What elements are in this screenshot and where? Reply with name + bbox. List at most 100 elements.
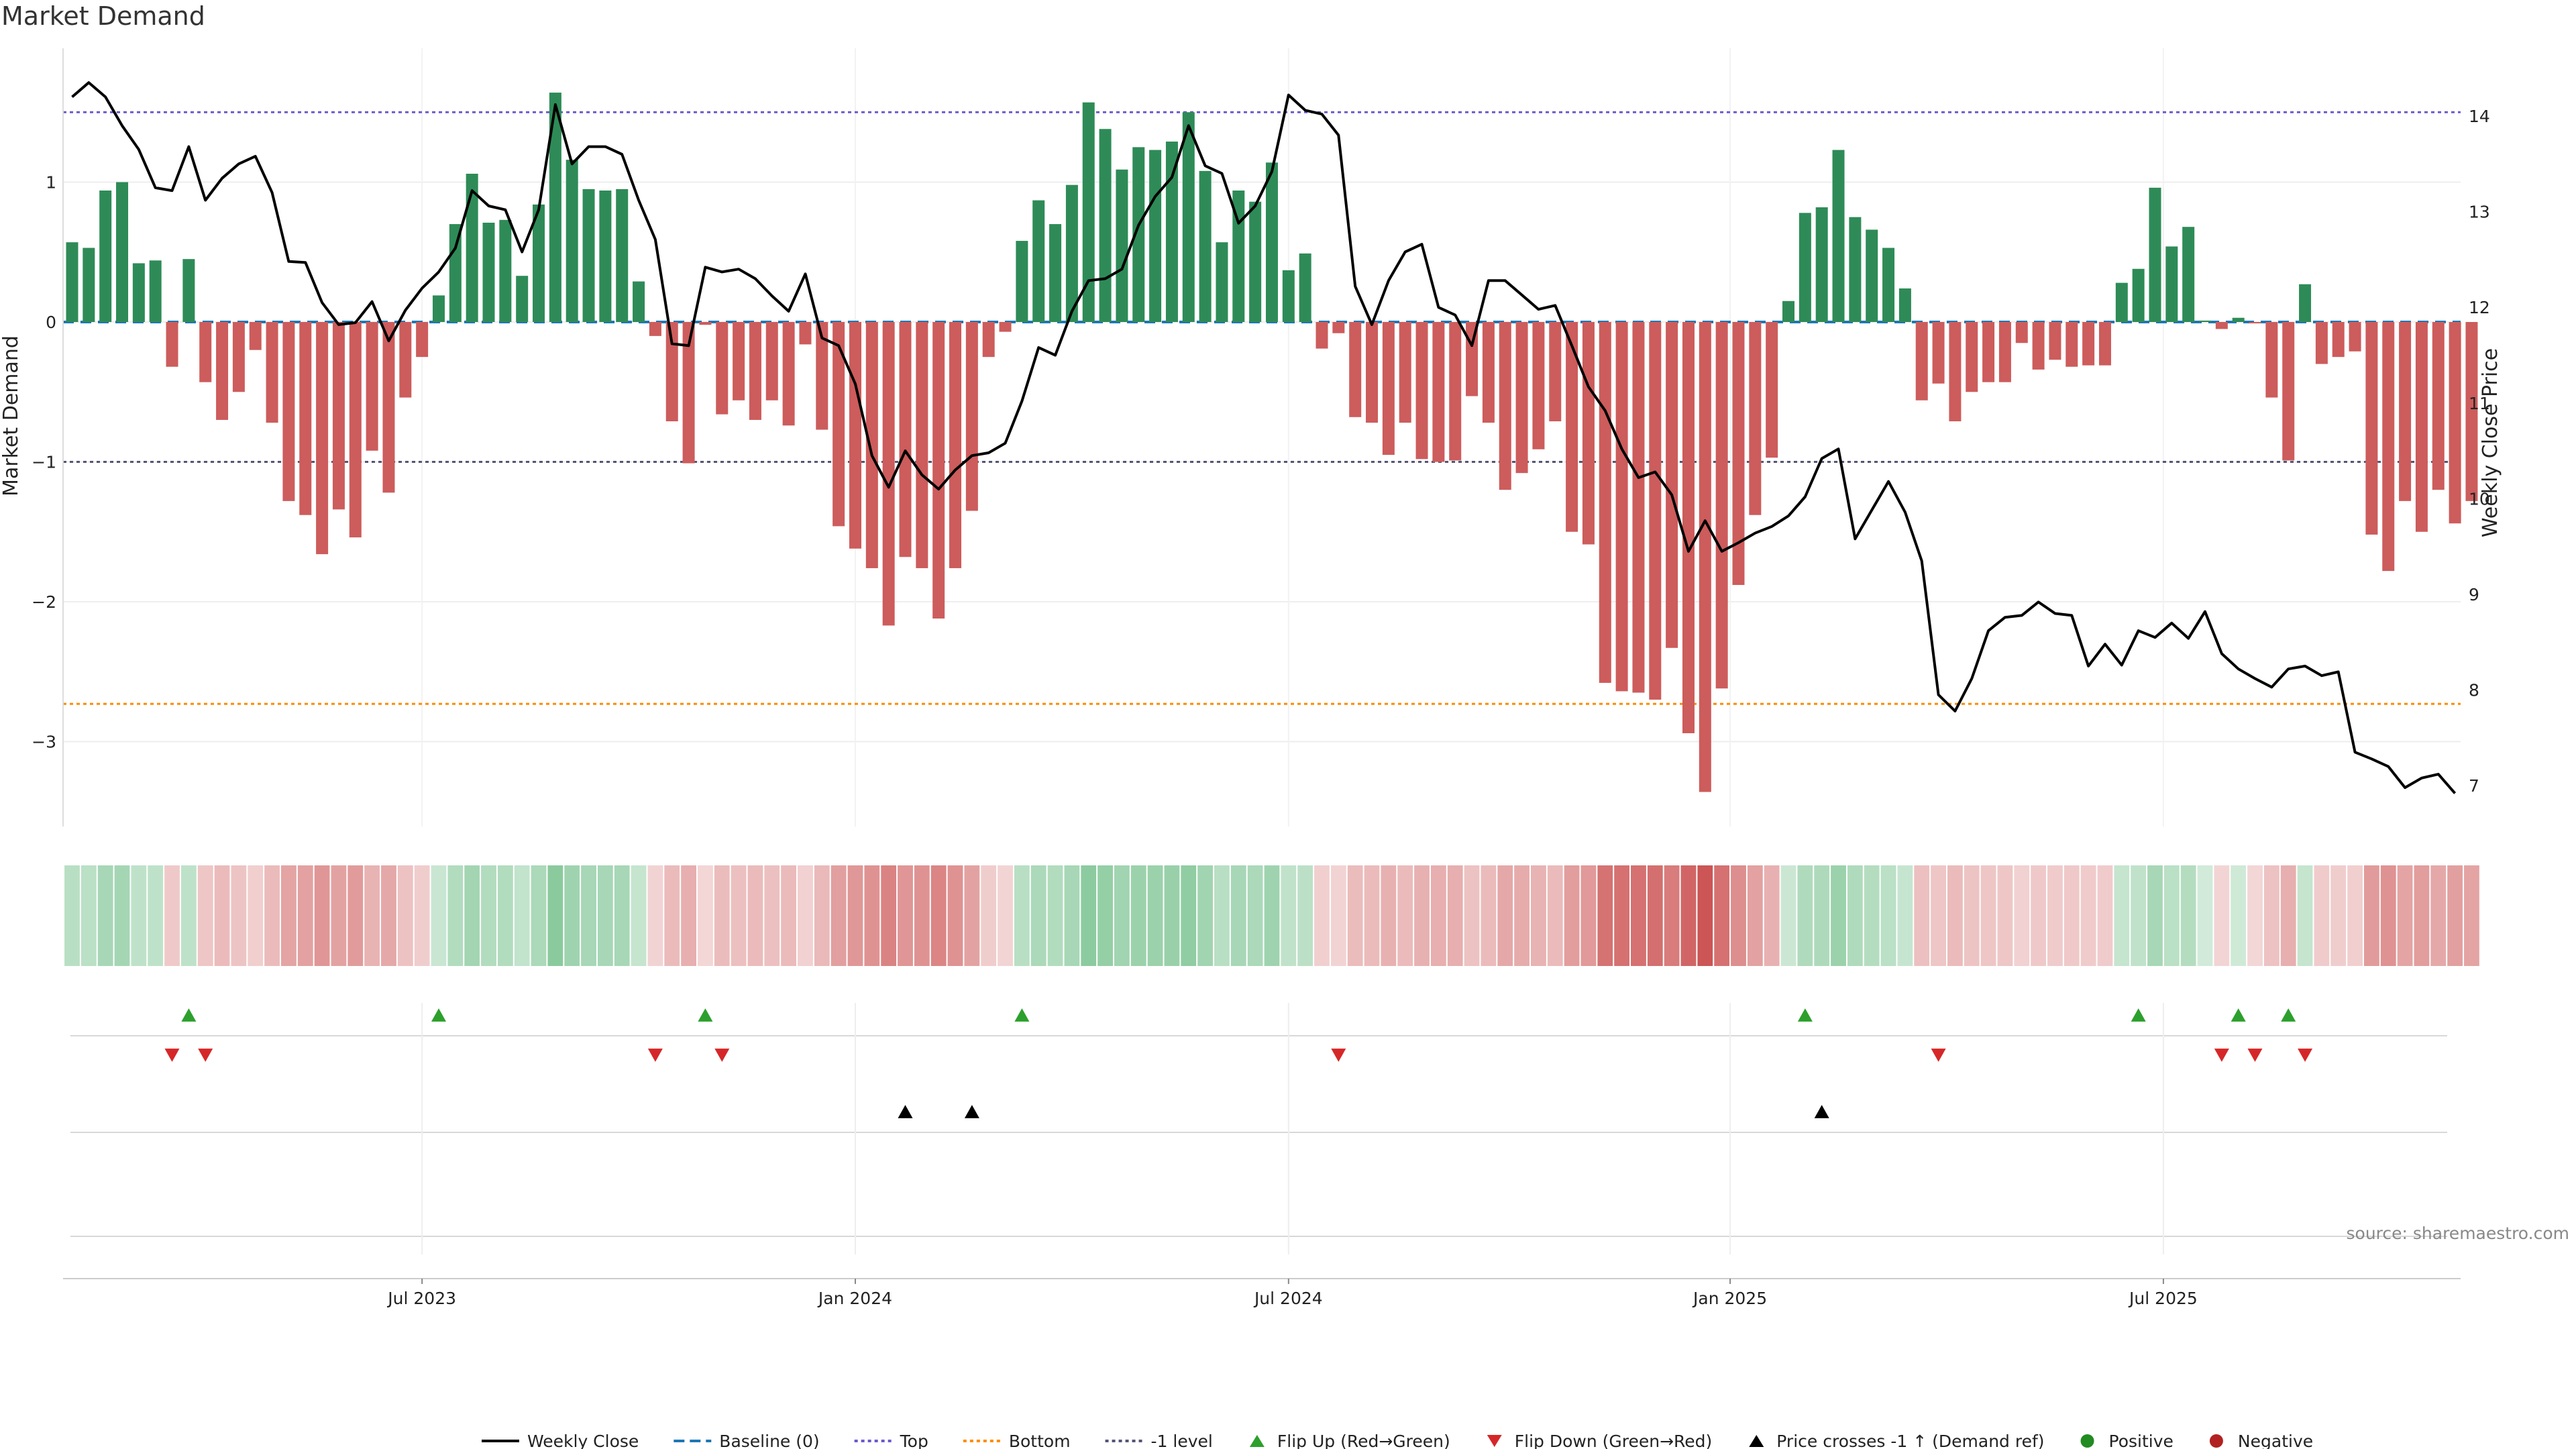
x-tick-label: Jul 2023 xyxy=(386,1289,456,1308)
demand-bar xyxy=(1382,322,1395,455)
demand-bar xyxy=(2149,187,2161,322)
demand-bar xyxy=(849,322,861,549)
legend-swatch-triangle xyxy=(1487,1435,1502,1447)
heat-cell xyxy=(2114,865,2130,966)
heat-cell xyxy=(898,865,913,966)
legend-item: Flip Down (Green→Red) xyxy=(1487,1432,1713,1449)
heat-cell xyxy=(297,865,313,966)
y2-tick-label: 12 xyxy=(2469,298,2490,317)
heat-cell xyxy=(764,865,780,966)
demand-bar xyxy=(1449,322,1462,461)
heat-cell xyxy=(197,865,213,966)
heat-cell xyxy=(830,865,847,966)
demand-bar xyxy=(2299,284,2312,322)
heat-cell xyxy=(698,865,713,966)
legend-item: Price crosses -1 ↑ (Demand ref) xyxy=(1749,1432,2045,1449)
heat-cell xyxy=(1914,865,1930,966)
heat-cell xyxy=(2430,865,2447,966)
x-tick-label: Jul 2024 xyxy=(1253,1289,1323,1308)
heat-cell xyxy=(381,865,396,966)
heat-cell xyxy=(1214,865,1230,966)
demand-bar xyxy=(833,322,845,527)
y2-tick-label: 11 xyxy=(2469,394,2490,413)
price-cross-marker xyxy=(964,1105,979,1118)
demand-bar xyxy=(2382,322,2395,572)
demand-bar xyxy=(1549,322,1562,422)
y2-tick-label: 14 xyxy=(2469,107,2490,126)
heat-cell xyxy=(80,865,97,966)
x-tick-label: Jan 2025 xyxy=(1692,1289,1767,1308)
demand-bar xyxy=(1199,170,1212,322)
legend-item: Bottom xyxy=(963,1432,1071,1449)
demand-bar xyxy=(2115,282,2128,322)
heat-cell xyxy=(964,865,980,966)
heat-cell xyxy=(597,865,613,966)
legend-swatch-circle xyxy=(2209,1434,2223,1448)
heat-cell xyxy=(1130,865,1146,966)
demand-bar xyxy=(665,322,678,422)
demand-bar xyxy=(566,160,578,322)
demand-bar xyxy=(1265,162,1278,322)
heat-cell xyxy=(914,865,930,966)
heat-cell xyxy=(314,865,330,966)
legend-item: Baseline (0) xyxy=(674,1432,820,1449)
flip-up-marker xyxy=(1797,1008,1813,1022)
heat-cell xyxy=(497,865,513,966)
flip-up-marker xyxy=(431,1008,446,1022)
heat-cell xyxy=(1064,865,1080,966)
legend-label: Baseline (0) xyxy=(719,1432,819,1449)
legend-label: -1 level xyxy=(1151,1432,1213,1449)
heat-cell xyxy=(614,865,630,966)
demand-bar xyxy=(1249,201,1262,322)
heat-cell xyxy=(2247,865,2263,966)
heat-cell xyxy=(798,865,813,966)
demand-bar xyxy=(599,191,612,322)
demand-bar xyxy=(749,322,761,420)
demand-bar xyxy=(1349,322,1362,417)
demand-bar xyxy=(1766,322,1778,458)
heat-cell xyxy=(1281,865,1297,966)
demand-bar xyxy=(1515,322,1528,474)
legend-label: Flip Down (Green→Red) xyxy=(1515,1432,1713,1449)
demand-bar xyxy=(382,322,395,493)
heat-cell xyxy=(2014,865,2030,966)
heat-cell xyxy=(647,865,663,966)
heat-cell xyxy=(231,865,247,966)
demand-bar xyxy=(1649,322,1662,700)
heat-cell xyxy=(947,865,963,966)
demand-bar xyxy=(1216,242,1228,322)
y2-tick-label: 13 xyxy=(2469,203,2490,222)
demand-bar xyxy=(2265,322,2278,398)
heat-cell xyxy=(1680,865,1697,966)
heat-cell xyxy=(1330,865,1346,966)
heat-cell xyxy=(1847,865,1863,966)
heat-cell xyxy=(1447,865,1463,966)
heat-cell xyxy=(1014,865,1030,966)
heat-cell xyxy=(1547,865,1563,966)
heat-cell xyxy=(347,865,364,966)
demand-bar xyxy=(1232,191,1245,322)
heat-cell xyxy=(2180,865,2196,966)
demand-bar xyxy=(349,322,362,538)
heat-strip xyxy=(64,865,2479,966)
demand-bar xyxy=(449,224,462,322)
demand-bar xyxy=(1165,142,1178,322)
flip-up-marker xyxy=(698,1008,713,1022)
demand-bar xyxy=(132,263,145,322)
demand-bar xyxy=(1898,288,1911,322)
legend-item: Top xyxy=(854,1432,928,1449)
demand-bar xyxy=(2032,322,2045,370)
heat-cell xyxy=(1880,865,1896,966)
demand-bar xyxy=(1566,322,1578,532)
heat-cell xyxy=(114,865,130,966)
demand-bar xyxy=(1099,129,1112,322)
demand-bar xyxy=(466,173,478,322)
demand-bar xyxy=(782,322,795,426)
demand-bar xyxy=(2098,322,2111,366)
y2-axis-label: Weekly Close Price xyxy=(2479,348,2502,537)
demand-bar xyxy=(965,322,978,511)
demand-bar xyxy=(999,322,1012,332)
flip-down-marker xyxy=(198,1049,213,1062)
heat-cell xyxy=(2314,865,2330,966)
